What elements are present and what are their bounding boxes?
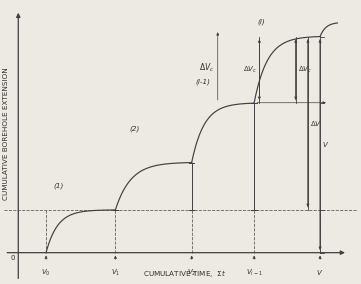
Text: (2): (2) <box>129 126 140 132</box>
Text: (i): (i) <box>258 18 265 25</box>
Text: (1): (1) <box>53 183 63 189</box>
Text: 0: 0 <box>10 255 15 261</box>
Text: $V_0$: $V_0$ <box>41 268 51 278</box>
Text: $V_{i-1}$: $V_{i-1}$ <box>246 268 262 278</box>
Text: $V$: $V$ <box>322 140 329 149</box>
Text: $\Delta V_c$: $\Delta V_c$ <box>297 64 312 75</box>
Text: $V_2$: $V_2$ <box>187 268 196 278</box>
Text: $V_1$: $V_1$ <box>111 268 120 278</box>
Text: $\Delta V$: $\Delta V$ <box>310 119 322 128</box>
Text: CUMULATIVE BOREHOLE EXTENSION: CUMULATIVE BOREHOLE EXTENSION <box>3 67 9 200</box>
Text: $\Delta V_c$: $\Delta V_c$ <box>243 64 258 75</box>
Text: (i-1): (i-1) <box>195 78 210 85</box>
Text: $\Delta V_c$: $\Delta V_c$ <box>199 61 214 74</box>
Text: $V$: $V$ <box>317 268 324 277</box>
Text: CUMULATIVE TIME,  $\Sigma t$: CUMULATIVE TIME, $\Sigma t$ <box>143 268 226 279</box>
